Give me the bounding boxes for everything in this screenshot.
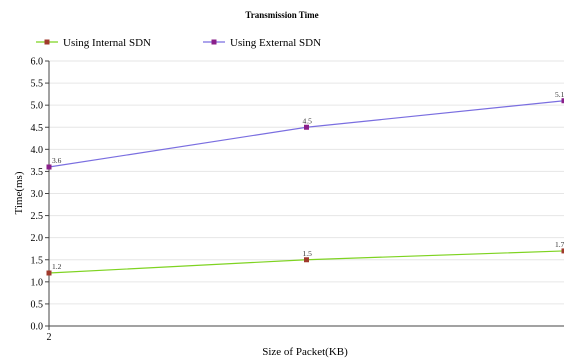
series-external-sdn: 3.6 4.5 5.1	[46, 90, 564, 170]
data-point	[304, 124, 309, 130]
legend-item: Using Internal SDN	[36, 37, 151, 49]
y-tick-label: 3.0	[31, 189, 44, 200]
chart-title: Transmission Time	[245, 10, 318, 20]
x-axis-ticks: 2	[47, 326, 52, 343]
y-tick-label: 0.0	[31, 322, 44, 333]
series-internal-sdn: 1.2 1.5 1.7	[46, 240, 564, 276]
data-label: 1.7	[555, 240, 564, 249]
legend-swatch-marker	[44, 39, 50, 45]
legend-label: Using External SDN	[230, 37, 321, 49]
data-point	[561, 248, 564, 254]
legend-label: Using Internal SDN	[63, 37, 151, 49]
series-group: 1.2 1.5 1.7 3.6 4.5 5.1	[46, 90, 564, 276]
data-point	[46, 164, 52, 170]
y-tick-label: 0.5	[31, 299, 44, 310]
legend: Using Internal SDN Using External SDN	[36, 37, 321, 49]
y-tick-label: 5.5	[31, 79, 44, 90]
data-point	[46, 270, 52, 276]
legend-item: Using External SDN	[203, 37, 321, 49]
y-tick-label: 1.0	[31, 277, 44, 288]
x-tick-label: 2	[47, 332, 52, 343]
data-point	[304, 257, 309, 263]
grid-lines	[49, 60, 564, 327]
data-label: 1.5	[303, 249, 313, 258]
data-label: 5.1	[555, 90, 564, 99]
y-tick-label: 4.0	[31, 145, 44, 156]
y-tick-label: 3.5	[31, 167, 44, 178]
data-label: 3.6	[52, 156, 62, 165]
x-axis-label: Size of Packet(KB)	[262, 346, 348, 358]
y-axis-label: Time(ms)	[13, 171, 25, 214]
y-tick-label: 4.5	[31, 123, 44, 134]
y-tick-label: 2.5	[31, 211, 44, 222]
data-label: 4.5	[303, 116, 313, 125]
y-tick-label: 2.0	[31, 233, 44, 244]
data-label: 1.2	[52, 262, 62, 271]
data-point	[561, 98, 564, 104]
series-line	[48, 100, 564, 168]
y-tick-label: 6.0	[31, 57, 44, 68]
y-tick-label: 5.0	[31, 101, 44, 112]
legend-swatch-marker	[211, 39, 217, 45]
y-tick-label: 1.5	[31, 255, 44, 266]
y-axis-ticks: 0.0 0.5 1.0 1.5 2.0 2.5 3.0 3.5 4.0 4.5 5.0 5.5 6.0	[31, 57, 49, 333]
